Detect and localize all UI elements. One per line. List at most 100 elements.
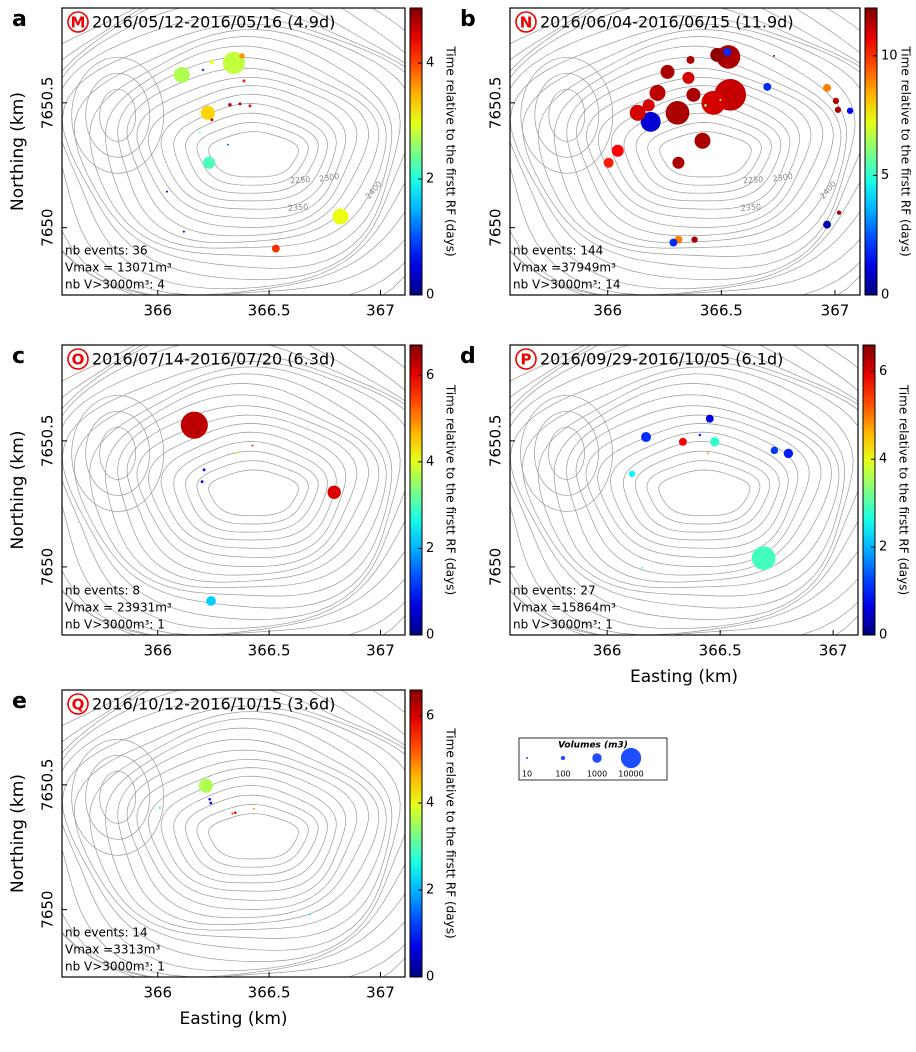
contour-line [136, 758, 358, 910]
event-point [271, 244, 280, 253]
stat-text: nb events: 144 [513, 244, 603, 258]
event-point [251, 444, 254, 447]
contour-line [71, 56, 165, 174]
panel-label: e [12, 689, 27, 714]
period-label: N [520, 14, 533, 32]
event-point [706, 452, 709, 455]
contour-line [510, 352, 858, 630]
event-point [239, 53, 245, 59]
plot-area: 2250 2300 2350 2400 [510, 8, 860, 295]
event-point [710, 437, 720, 447]
contour-line [658, 469, 751, 517]
y-tick-label: 7650 [39, 209, 57, 247]
x-axis-label: Easting (km) [179, 1009, 287, 1029]
stat-text: Vmax = 13071m³ [65, 261, 172, 275]
contour-line [160, 93, 337, 210]
contour-line [73, 711, 401, 951]
event-point [198, 778, 213, 793]
contour-line [510, 23, 860, 281]
contour-line [623, 103, 782, 202]
contour-line [522, 29, 856, 269]
contour-line [610, 93, 791, 210]
contour-line [553, 45, 842, 249]
contour-line [148, 767, 347, 901]
contour-line [89, 718, 393, 939]
contour-line [576, 67, 824, 237]
contour-line [126, 749, 369, 919]
contour-line [510, 8, 860, 295]
event-point [710, 47, 725, 62]
event-point [691, 236, 698, 243]
event-point [222, 51, 246, 74]
event-point [252, 807, 256, 810]
event-point [698, 433, 702, 437]
colorbar [864, 7, 878, 296]
contour-label: 2400 [818, 179, 838, 200]
period-badge [515, 348, 537, 370]
contour-label: 2350 [288, 202, 309, 212]
panel-label: c [12, 344, 25, 369]
colorbar-tick-label: 4 [426, 796, 434, 811]
stat-text: nb V>3000m³: 4 [65, 278, 165, 292]
plot-frame [61, 7, 406, 296]
panel-title: 2016/09/29-2016/10/05 (6.1d) [540, 350, 783, 369]
event-point [242, 79, 246, 83]
event-point [678, 437, 687, 446]
event-point [770, 446, 779, 455]
contour-line [185, 450, 319, 533]
stat-text: Vmax =15864m³ [513, 601, 616, 615]
panel-label: d [460, 344, 476, 369]
x-tick-label: 367 [819, 642, 848, 660]
contour-line [510, 8, 860, 295]
contour-label: 2300 [319, 172, 340, 184]
contour-line [566, 56, 834, 244]
colorbar [409, 344, 423, 636]
panel-title: 2016/07/14-2016/07/20 (6.3d) [92, 350, 335, 369]
contour-line [185, 794, 319, 876]
stat-text: Vmax =37949m³ [513, 261, 616, 275]
colorbar-tick-label: 6 [426, 368, 434, 383]
plot-area [510, 345, 858, 635]
contour-line [597, 85, 800, 219]
contour-line [586, 76, 812, 228]
panel-title: 2016/10/12-2016/10/15 (3.6d) [92, 695, 335, 714]
contour-line [105, 383, 387, 589]
y-tick-label: 7650.5 [39, 415, 57, 468]
event-point [665, 100, 690, 125]
contour-line [196, 122, 309, 186]
y-tick-label: 7650 [39, 548, 57, 586]
x-tick-label: 367 [821, 302, 850, 320]
contour-line [548, 427, 585, 480]
contour-line [659, 131, 752, 178]
contour-line [610, 431, 789, 549]
contour-line [185, 112, 319, 194]
contour-label: 2350 [740, 202, 761, 212]
contour-line [635, 112, 772, 194]
contour-line [510, 345, 858, 635]
event-point [640, 566, 643, 569]
contour-line [510, 15, 860, 290]
colorbar-tick-label: 6 [426, 709, 434, 724]
x-tick-label: 367 [366, 642, 395, 660]
contour-line [117, 56, 380, 244]
contour-line [71, 395, 165, 512]
contour-line [148, 85, 347, 219]
contour-line [62, 23, 405, 281]
period-label: P [521, 351, 532, 369]
event-point [719, 98, 722, 101]
contour-line [62, 8, 405, 295]
event-point [209, 801, 213, 805]
colorbar [409, 689, 423, 978]
legend-label: 10 [522, 770, 532, 779]
contour-line [105, 727, 387, 931]
contour-line [534, 72, 600, 158]
colorbar-tick-label: 0 [426, 628, 434, 643]
contour-line [634, 450, 771, 533]
contour-line [62, 345, 405, 635]
legend-label: 10000 [618, 770, 643, 779]
colorbar-tick-label: 4 [879, 452, 887, 467]
legend-title: Volumes (m3) [558, 741, 628, 751]
colorbar-label: Time relative to the firstt RF (days) [444, 384, 458, 595]
contour-line [89, 36, 393, 257]
colorbar-tick-label: 0 [426, 288, 434, 303]
